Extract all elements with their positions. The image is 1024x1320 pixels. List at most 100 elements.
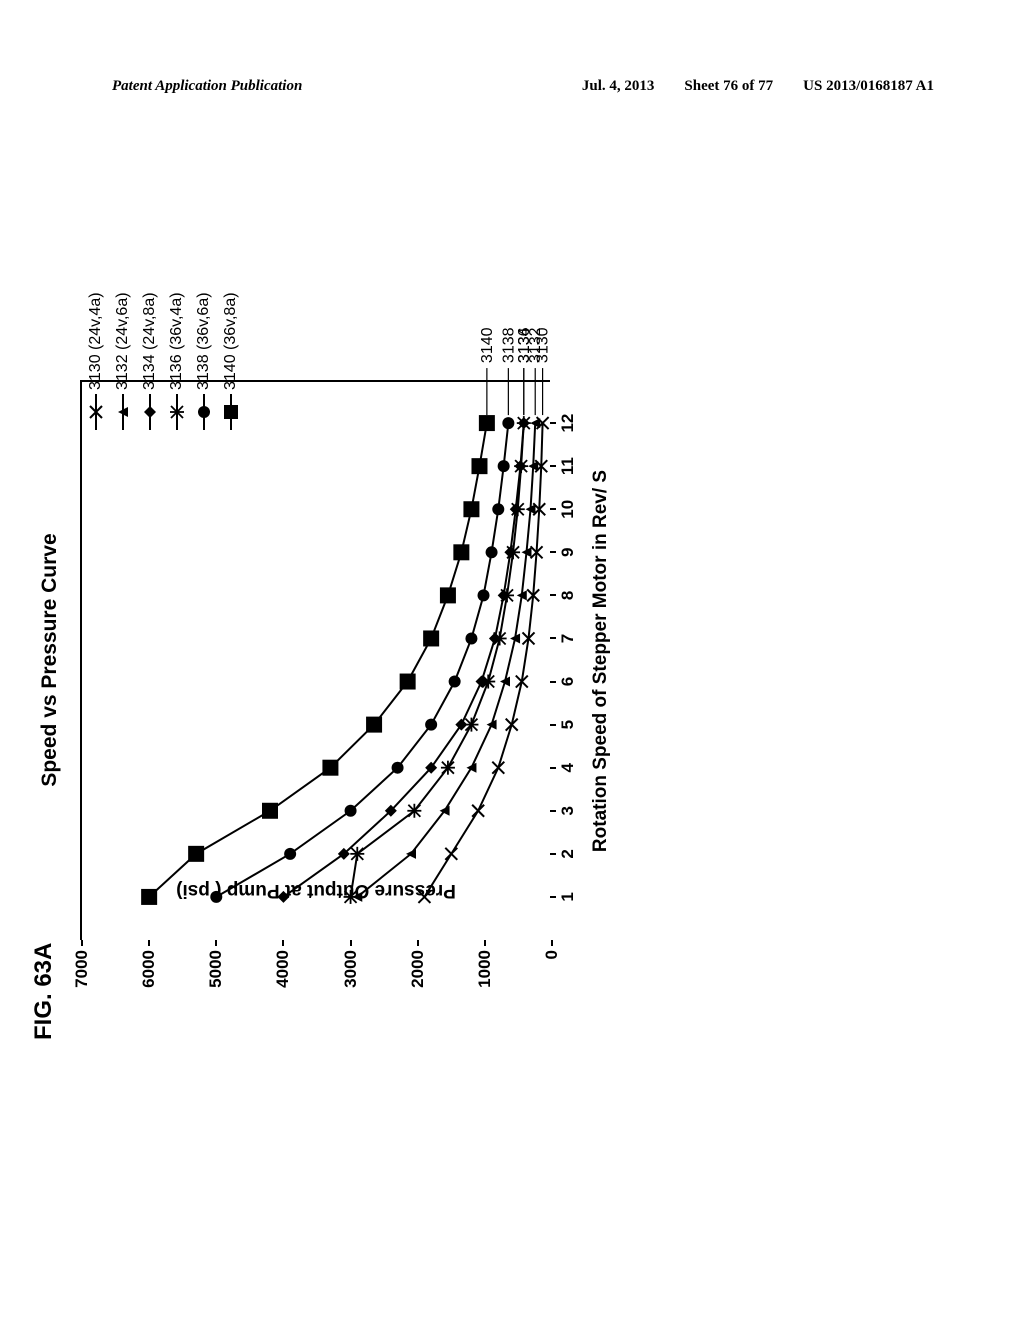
series-marker-3136 [481,675,495,689]
legend-marker-3140 [220,394,242,430]
series-marker-3130 [492,762,504,774]
figure-label: FIG. 63A [30,943,58,1040]
y-tick [551,940,553,946]
y-tick [81,940,83,946]
legend-marker-3130 [85,394,107,430]
legend-label-3138: 3138 (36v,6a) [195,292,213,390]
series-line-3130 [424,423,542,897]
x-tick-label: 8 [558,591,578,600]
header-pubno: US 2013/0168187 A1 [803,78,934,95]
y-tick [484,940,486,946]
series-line-3132 [357,423,535,897]
series-marker-3138 [425,719,437,731]
series-marker-3140 [453,544,469,560]
x-tick-label: 7 [558,634,578,643]
y-tick [148,940,150,946]
series-marker-3136 [441,761,455,775]
series-marker-3138 [492,503,504,515]
series-marker-3136 [350,847,364,861]
series-marker-3130 [445,848,457,860]
series-marker-3140 [440,587,456,603]
series-marker-3140 [479,415,495,431]
x-tick [550,767,556,769]
series-marker-3140 [400,674,416,690]
series-marker-3136 [517,416,531,430]
x-axis-label: Rotation Speed of Stepper Motor in Rev/ … [590,470,612,852]
figure-63a: FIG. 63A Speed vs Pressure Curve Pressur… [30,280,990,1040]
series-marker-3136 [464,718,478,732]
x-tick [550,422,556,424]
y-tick-label: 0 [542,950,562,1000]
x-tick [550,594,556,596]
series-line-3136 [351,423,524,897]
series-line-3138 [216,423,508,897]
legend-item-3132: 3132 (24v,6a) [112,280,134,430]
legend-marker-3132 [112,394,134,430]
series-marker-3136 [506,545,520,559]
series-marker-3130 [472,805,484,817]
header-left: Patent Application Publication [112,78,302,95]
legend-marker-3134 [139,394,161,430]
series-marker-3140 [366,717,382,733]
series-marker-3130 [418,891,430,903]
series-marker-3138 [486,546,498,558]
legend-label-3140: 3140 (36v,8a) [222,292,240,390]
series-marker-3140 [141,889,157,905]
series-marker-3140 [322,760,338,776]
callout-label-3138: 3138 [500,327,517,363]
callout-label-3136: 3136 [516,327,533,363]
header-right: Jul. 4, 2013 Sheet 76 of 77 US 2013/0168… [582,78,934,95]
series-marker-3132 [487,720,497,730]
patent-header: Patent Application Publication Jul. 4, 2… [112,78,934,95]
y-tick-label: 4000 [273,950,293,1000]
series-marker-3138 [345,805,357,817]
series-marker-3140 [463,501,479,517]
series-marker-3132 [466,763,476,773]
chart-title: Speed vs Pressure Curve [38,533,62,786]
chart-legend: 3130 (24v,4a) 3132 (24v,6a) 3134 (24v,8a) 3… [85,280,247,430]
y-tick-label: 6000 [139,950,159,1000]
legend-label-3132: 3132 (24v,6a) [114,292,132,390]
x-tick-label: 9 [558,548,578,557]
x-tick-label: 12 [558,414,578,433]
series-marker-3138 [392,762,404,774]
y-tick-label: 2000 [408,950,428,1000]
series-marker-3136 [407,804,421,818]
x-tick [550,810,556,812]
legend-label-3130: 3130 (24v,4a) [87,292,105,390]
y-tick [417,940,419,946]
x-tick [550,896,556,898]
series-marker-3140 [188,846,204,862]
series-marker-3140 [471,458,487,474]
y-tick-label: 1000 [475,950,495,1000]
y-tick [282,940,284,946]
y-tick-label: 7000 [72,950,92,1000]
series-marker-3136 [514,459,528,473]
series-marker-3138 [498,460,510,472]
series-marker-3136 [344,890,358,904]
series-marker-3140 [262,803,278,819]
x-tick-label: 6 [558,677,578,686]
header-sheet: Sheet 76 of 77 [684,78,773,95]
x-tick [550,681,556,683]
chart-plot-area: Pressure Output at Pump ( psi) Rotation … [80,380,550,940]
x-tick-label: 2 [558,849,578,858]
series-marker-3138 [478,589,490,601]
y-tick-label: 5000 [206,950,226,1000]
x-tick-label: 3 [558,806,578,815]
x-tick-label: 4 [558,763,578,772]
legend-marker-3138 [193,394,215,430]
legend-label-3136: 3136 (36v,4a) [168,292,186,390]
x-tick-label: 5 [558,720,578,729]
legend-item-3136: 3136 (36v,4a) [166,280,188,430]
series-marker-3136 [493,631,507,645]
series-marker-3138 [449,676,461,688]
legend-marker-3136 [166,394,188,430]
header-date: Jul. 4, 2013 [582,78,655,95]
x-tick [550,637,556,639]
legend-item-3138: 3138 (36v,6a) [193,280,215,430]
series-marker-3136 [500,588,514,602]
y-tick [215,940,217,946]
series-line-3140 [149,423,487,897]
legend-label-3134: 3134 (24v,8a) [141,292,159,390]
